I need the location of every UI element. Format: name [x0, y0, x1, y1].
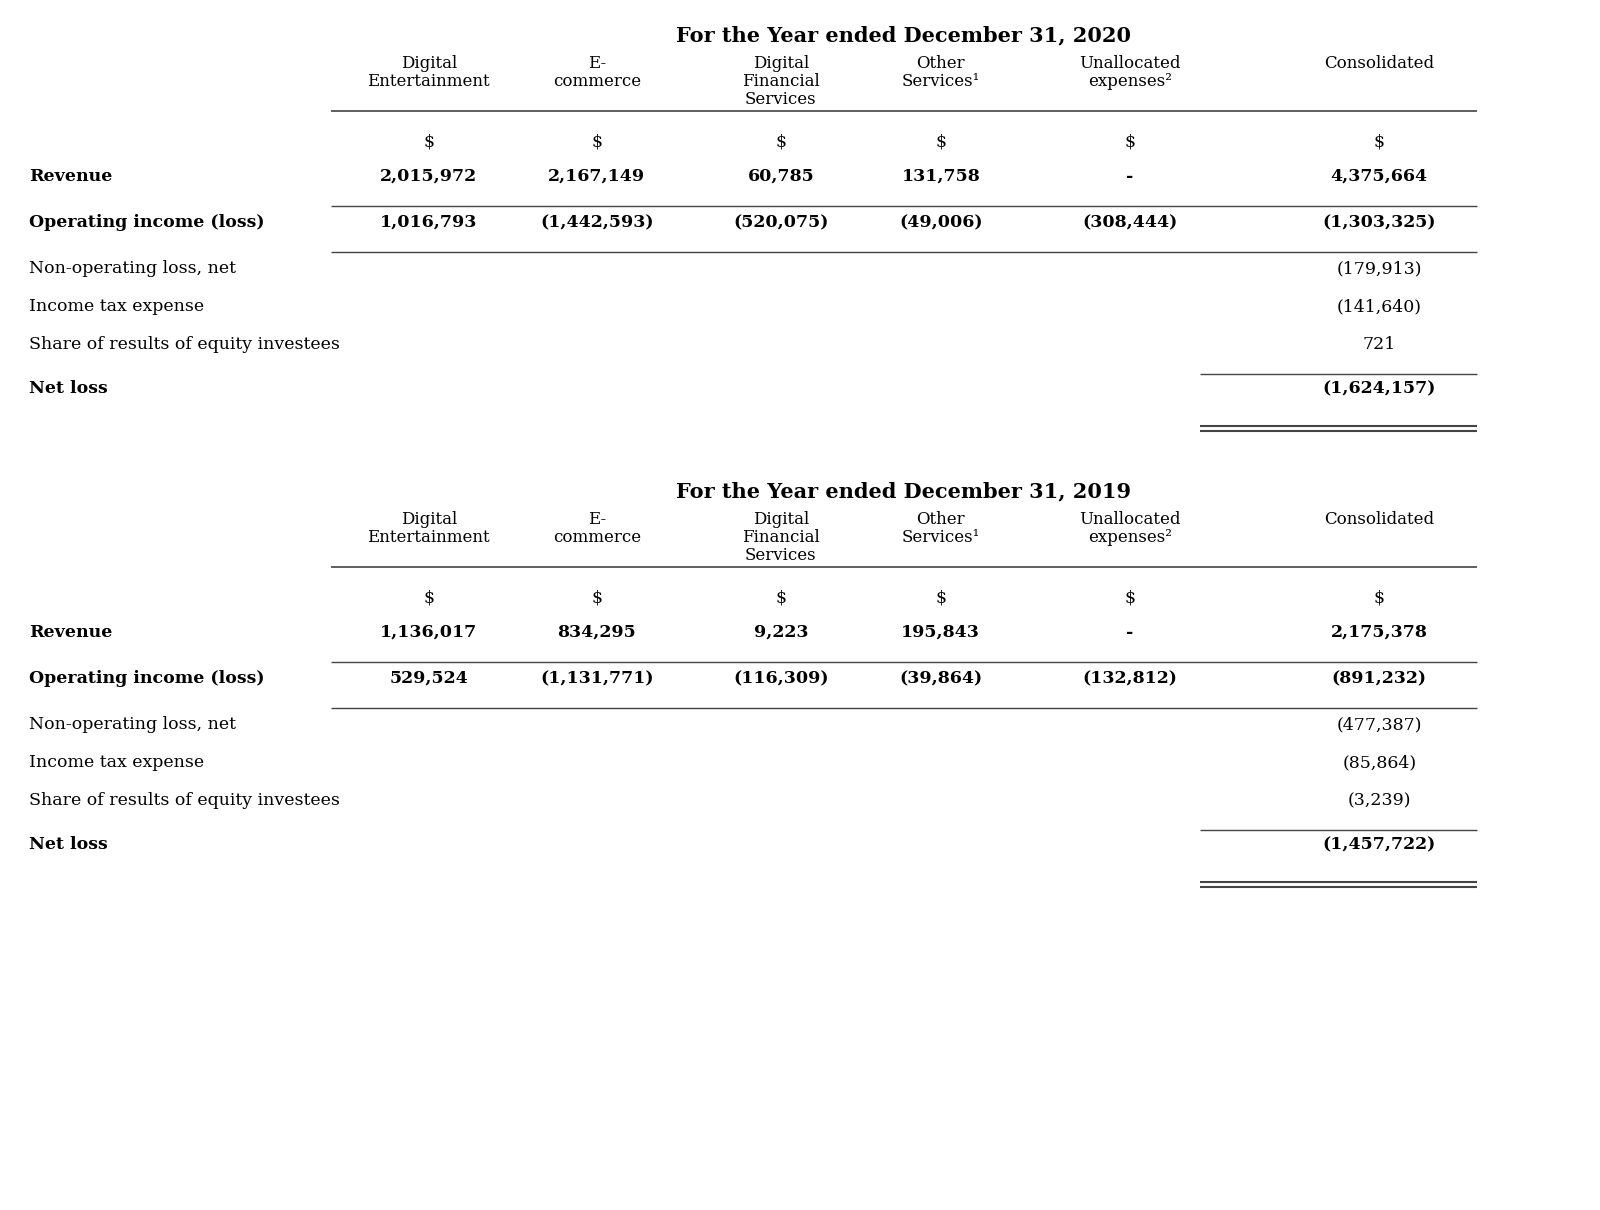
Text: $: $	[424, 589, 434, 606]
Text: Income tax expense: Income tax expense	[29, 298, 203, 315]
Text: 195,843: 195,843	[901, 624, 981, 641]
Text: Revenue: Revenue	[29, 624, 112, 641]
Text: $: $	[1374, 133, 1384, 150]
Text: Digital: Digital	[400, 511, 458, 528]
Text: 60,785: 60,785	[747, 168, 814, 185]
Text: (1,442,593): (1,442,593)	[541, 214, 653, 231]
Text: 9,223: 9,223	[754, 624, 808, 641]
Text: Other: Other	[917, 54, 965, 73]
Text: Financial: Financial	[742, 529, 819, 546]
Text: Unallocated: Unallocated	[1078, 511, 1181, 528]
Text: (132,812): (132,812)	[1082, 670, 1178, 687]
Text: E-: E-	[587, 54, 606, 73]
Text: Net loss: Net loss	[29, 836, 107, 853]
Text: Consolidated: Consolidated	[1325, 511, 1434, 528]
Text: $: $	[776, 133, 786, 150]
Text: (1,303,325): (1,303,325)	[1323, 214, 1435, 231]
Text: expenses²: expenses²	[1088, 529, 1171, 546]
Text: Share of results of equity investees: Share of results of equity investees	[29, 336, 339, 353]
Text: $: $	[936, 133, 946, 150]
Text: Entertainment: Entertainment	[368, 529, 490, 546]
Text: -: -	[1126, 624, 1133, 641]
Text: Digital: Digital	[752, 511, 810, 528]
Text: (308,444): (308,444)	[1082, 214, 1178, 231]
Text: Net loss: Net loss	[29, 380, 107, 397]
Text: Services¹: Services¹	[902, 529, 979, 546]
Text: Financial: Financial	[742, 73, 819, 90]
Text: Services¹: Services¹	[902, 73, 979, 90]
Text: Services: Services	[746, 91, 816, 108]
Text: $: $	[424, 133, 434, 150]
Text: Income tax expense: Income tax expense	[29, 754, 203, 771]
Text: Digital: Digital	[400, 54, 458, 73]
Text: (39,864): (39,864)	[899, 670, 982, 687]
Text: (49,006): (49,006)	[899, 214, 982, 231]
Text: Non-operating loss, net: Non-operating loss, net	[29, 716, 235, 733]
Text: (477,387): (477,387)	[1336, 716, 1422, 733]
Text: Share of results of equity investees: Share of results of equity investees	[29, 793, 339, 809]
Text: (3,239): (3,239)	[1347, 793, 1411, 809]
Text: commerce: commerce	[552, 529, 642, 546]
Text: Other: Other	[917, 511, 965, 528]
Text: (1,131,771): (1,131,771)	[541, 670, 653, 687]
Text: (179,913): (179,913)	[1336, 260, 1422, 277]
Text: commerce: commerce	[552, 73, 642, 90]
Text: E-: E-	[587, 511, 606, 528]
Text: 1,136,017: 1,136,017	[381, 624, 477, 641]
Text: 1,016,793: 1,016,793	[381, 214, 477, 231]
Text: For the Year ended December 31, 2019: For the Year ended December 31, 2019	[677, 482, 1131, 501]
Text: 2,015,972: 2,015,972	[381, 168, 477, 185]
Text: Unallocated: Unallocated	[1078, 54, 1181, 73]
Text: 2,167,149: 2,167,149	[549, 168, 645, 185]
Text: Operating income (loss): Operating income (loss)	[29, 214, 264, 231]
Text: (85,864): (85,864)	[1342, 754, 1416, 771]
Text: For the Year ended December 31, 2020: For the Year ended December 31, 2020	[677, 25, 1131, 45]
Text: 2,175,378: 2,175,378	[1331, 624, 1427, 641]
Text: $: $	[1125, 589, 1134, 606]
Text: Entertainment: Entertainment	[368, 73, 490, 90]
Text: (1,457,722): (1,457,722)	[1323, 836, 1435, 853]
Text: (116,309): (116,309)	[733, 670, 829, 687]
Text: Revenue: Revenue	[29, 168, 112, 185]
Text: (1,624,157): (1,624,157)	[1323, 380, 1435, 397]
Text: (520,075): (520,075)	[733, 214, 829, 231]
Text: 721: 721	[1363, 336, 1395, 353]
Text: Services: Services	[746, 547, 816, 564]
Text: 4,375,664: 4,375,664	[1331, 168, 1427, 185]
Text: $: $	[592, 133, 602, 150]
Text: $: $	[936, 589, 946, 606]
Text: $: $	[776, 589, 786, 606]
Text: $: $	[1374, 589, 1384, 606]
Text: $: $	[592, 589, 602, 606]
Text: 834,295: 834,295	[557, 624, 637, 641]
Text: (891,232): (891,232)	[1331, 670, 1427, 687]
Text: Non-operating loss, net: Non-operating loss, net	[29, 260, 235, 277]
Text: Digital: Digital	[752, 54, 810, 73]
Text: Consolidated: Consolidated	[1325, 54, 1434, 73]
Text: 529,524: 529,524	[389, 670, 469, 687]
Text: (141,640): (141,640)	[1336, 298, 1422, 315]
Text: 131,758: 131,758	[901, 168, 981, 185]
Text: -: -	[1126, 168, 1133, 185]
Text: expenses²: expenses²	[1088, 73, 1171, 90]
Text: Operating income (loss): Operating income (loss)	[29, 670, 264, 687]
Text: $: $	[1125, 133, 1134, 150]
